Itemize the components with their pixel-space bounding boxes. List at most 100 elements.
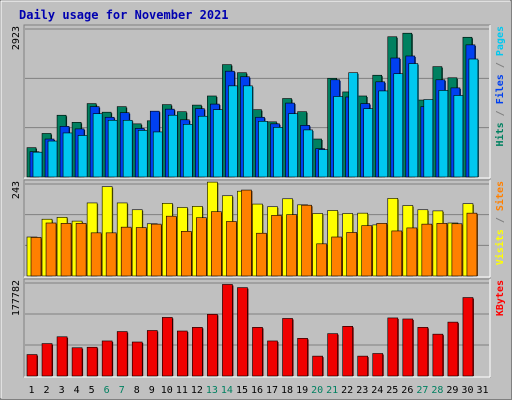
x-tick-label-day-14: 14 bbox=[221, 385, 233, 396]
bar-kbytes-day-30 bbox=[462, 297, 474, 377]
bar-sites-day-30 bbox=[466, 212, 478, 277]
x-tick-label-day-29: 29 bbox=[446, 385, 458, 396]
bar-kbytes-day-15 bbox=[237, 287, 248, 377]
x-tick-label-day-22: 22 bbox=[341, 385, 353, 396]
panel-hits_files_pages: 2923 Hits / Files / Pages bbox=[11, 24, 506, 179]
x-tick-label-day-31: 31 bbox=[476, 385, 488, 396]
x-tick-label-day-4: 4 bbox=[74, 385, 80, 396]
bar-sites-day-21 bbox=[331, 236, 342, 277]
bar-kbytes-day-16 bbox=[252, 327, 263, 377]
bar-pages-day-16 bbox=[258, 121, 268, 178]
bar-sites-day-5 bbox=[90, 232, 102, 277]
bar-sites-day-7 bbox=[120, 226, 132, 277]
bars-kbytes bbox=[26, 284, 474, 377]
bar-sites-day-28 bbox=[436, 223, 448, 277]
bar-sites-day-19 bbox=[301, 204, 312, 277]
bar-pages-day-15 bbox=[243, 85, 253, 178]
bar-sites-day-15 bbox=[241, 189, 252, 277]
bar-pages-day-13 bbox=[213, 109, 223, 178]
x-tick-label-day-20: 20 bbox=[311, 385, 323, 396]
bar-sites-day-1 bbox=[30, 237, 42, 277]
panel-kbytes: 177782 KBytes bbox=[11, 278, 506, 378]
bar-pages-day-24 bbox=[378, 90, 389, 178]
bar-sites-day-20 bbox=[316, 243, 327, 277]
bar-kbytes-day-21 bbox=[327, 333, 338, 377]
bar-kbytes-day-8 bbox=[131, 341, 143, 377]
x-tick-label-day-9: 9 bbox=[149, 385, 155, 396]
x-tick-label-day-6: 6 bbox=[104, 385, 110, 396]
series-axis-label-part: / bbox=[495, 56, 506, 74]
bar-kbytes-day-27 bbox=[417, 327, 429, 377]
y-max-label: 243 bbox=[11, 181, 22, 199]
bar-kbytes-day-1 bbox=[26, 354, 38, 377]
bars-visits_sites bbox=[26, 181, 478, 277]
series-axis-label-part: KBytes bbox=[495, 280, 506, 316]
bar-kbytes-day-28 bbox=[432, 333, 444, 377]
bar-sites-day-3 bbox=[60, 223, 72, 277]
bar-sites-day-10 bbox=[165, 215, 177, 277]
bar-sites-day-17 bbox=[271, 215, 282, 277]
bar-kbytes-day-9 bbox=[146, 330, 158, 377]
bar-sites-day-11 bbox=[181, 231, 192, 277]
bar-sites-day-23 bbox=[361, 225, 373, 277]
bar-pages-day-2 bbox=[47, 140, 58, 178]
bar-sites-day-9 bbox=[150, 223, 162, 277]
series-axis-label: KBytes bbox=[495, 280, 506, 316]
bar-pages-day-25 bbox=[393, 73, 404, 178]
bar-pages-day-30 bbox=[468, 58, 479, 178]
x-tick-label-day-15: 15 bbox=[236, 385, 248, 396]
bar-pages-day-18 bbox=[288, 113, 298, 178]
bar-pages-day-10 bbox=[167, 114, 178, 178]
y-max-label: 2923 bbox=[11, 26, 22, 50]
x-tick-label-day-26: 26 bbox=[401, 385, 413, 396]
x-tick-label-day-21: 21 bbox=[326, 385, 338, 396]
x-tick-label-day-17: 17 bbox=[266, 385, 278, 396]
bar-kbytes-day-23 bbox=[357, 355, 369, 377]
bar-kbytes-day-10 bbox=[161, 317, 173, 377]
series-axis-label-part: Files bbox=[494, 74, 506, 104]
bar-pages-day-5 bbox=[92, 113, 103, 178]
x-tick-label-day-3: 3 bbox=[59, 385, 65, 396]
bar-kbytes-day-25 bbox=[387, 317, 399, 377]
bar-kbytes-day-6 bbox=[101, 340, 113, 377]
series-axis-label: Hits / Files / Pages bbox=[494, 26, 506, 146]
bar-kbytes-day-13 bbox=[207, 313, 218, 377]
x-tick-label-day-16: 16 bbox=[251, 385, 263, 396]
bar-pages-day-11 bbox=[183, 124, 193, 178]
bar-sites-day-29 bbox=[451, 223, 463, 277]
x-tick-label-day-13: 13 bbox=[206, 385, 218, 396]
chart-panels: 2923 Hits / Files / Pages 243 Visits / Site… bbox=[11, 24, 506, 378]
bar-sites-day-14 bbox=[226, 221, 237, 277]
bar-sites-day-2 bbox=[45, 222, 57, 277]
bar-sites-day-6 bbox=[105, 232, 117, 277]
bar-pages-day-7 bbox=[122, 119, 133, 178]
series-axis-label-part: Sites bbox=[494, 181, 506, 211]
bar-pages-day-17 bbox=[273, 127, 283, 178]
bar-kbytes-day-22 bbox=[342, 326, 353, 377]
bar-kbytes-day-4 bbox=[71, 347, 83, 377]
x-tick-label-day-8: 8 bbox=[134, 385, 140, 396]
bar-sites-day-25 bbox=[391, 230, 403, 277]
bar-kbytes-day-3 bbox=[56, 336, 68, 377]
bar-pages-day-6 bbox=[107, 119, 118, 178]
bar-pages-day-26 bbox=[408, 63, 419, 178]
y-max-label: 177782 bbox=[11, 280, 22, 316]
x-tick-label-day-2: 2 bbox=[44, 385, 50, 396]
x-tick-label-day-18: 18 bbox=[281, 385, 293, 396]
bar-pages-day-9 bbox=[152, 131, 163, 178]
series-axis-label-part: / bbox=[495, 104, 506, 122]
bar-pages-day-12 bbox=[198, 115, 208, 178]
panel-visits_sites: 243 Visits / Sites bbox=[11, 179, 506, 278]
x-axis-day-labels: 1 2 3 4 5 6 7 8 9 10 11 12 13 14 15 16 17 18 19 20 21 22 23 24 2… bbox=[29, 385, 489, 396]
bar-pages-day-1 bbox=[32, 151, 43, 178]
bar-pages-day-20 bbox=[318, 149, 328, 178]
bar-sites-day-4 bbox=[75, 223, 87, 277]
bar-kbytes-day-17 bbox=[267, 340, 278, 377]
bar-kbytes-day-20 bbox=[312, 355, 323, 377]
bar-pages-day-23 bbox=[363, 108, 374, 178]
bar-kbytes-day-26 bbox=[402, 318, 414, 377]
bar-sites-day-24 bbox=[376, 223, 388, 277]
x-tick-label-day-25: 25 bbox=[386, 385, 398, 396]
bar-kbytes-day-12 bbox=[192, 327, 203, 377]
bar-kbytes-day-5 bbox=[86, 346, 98, 377]
